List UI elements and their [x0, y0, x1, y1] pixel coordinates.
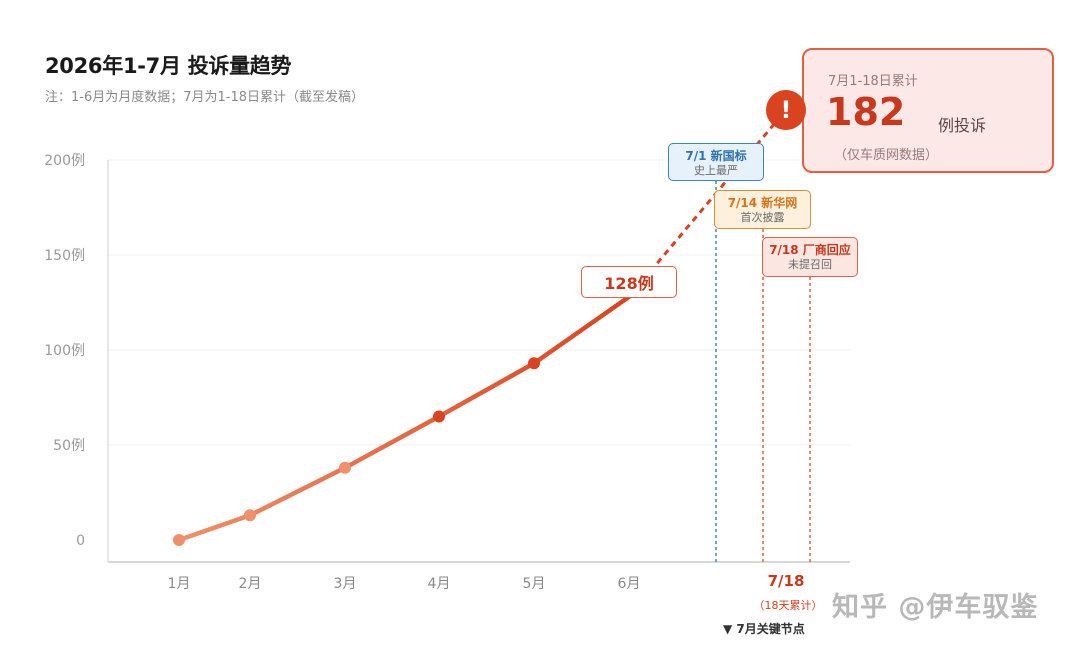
callout-source: （仅车质网数据）: [834, 148, 939, 163]
y-tick-labels: 0 50例 100例 150例 200例: [44, 153, 85, 549]
june-value-label: 128例: [581, 266, 677, 298]
annotation-desc: 史上最严: [694, 164, 738, 177]
x-tick-label: 1月: [168, 576, 191, 592]
series-line: [176, 109, 788, 543]
annotation-xinhua: 7/14 新华网 首次披露: [714, 190, 811, 229]
x-tick-label: 2月: [239, 576, 262, 592]
annotation-date-label: 7/1 新国标: [685, 149, 747, 163]
data-point: [173, 534, 185, 546]
complaints-series-line: [176, 294, 632, 543]
july-projection-line: [627, 109, 788, 298]
data-point: [244, 509, 256, 522]
y-tick-label: 0: [76, 533, 85, 549]
annotation-desc: 首次披露: [740, 211, 785, 224]
x-tick-labels: 1月 2月 3月 4月 5月 6月: [168, 576, 641, 592]
key-nodes-caption: ▼ 7月关键节点: [723, 622, 805, 636]
data-point: [528, 357, 540, 370]
x-tick-label: 4月: [428, 576, 451, 592]
x-tick-label: 3月: [334, 576, 357, 592]
y-tick-label: 150例: [44, 248, 85, 264]
callout-label: 7月1-18日累计: [828, 74, 918, 89]
y-tick-label: 200例: [44, 153, 85, 169]
callout-unit: 例投诉: [938, 116, 987, 135]
annotation-maker-response: 7/18 厂商回应 未提召回: [762, 237, 858, 277]
annotation-date-label: 7/14 新华网: [727, 196, 798, 210]
y-tick-label: 50例: [53, 438, 85, 454]
chart-title: 2026年1-7月 投诉量趋势: [45, 54, 292, 78]
annotation-new-standard: 7/1 新国标 史上最严: [668, 143, 764, 181]
data-point: [339, 461, 351, 474]
axes: [107, 160, 850, 563]
exclamation-icon: !: [766, 90, 806, 130]
annotation-date-label: 7/18 厂商回应: [769, 243, 851, 257]
july-x-label: 7/18: [767, 572, 805, 590]
data-point: [433, 410, 445, 423]
watermark: 知乎 @伊车驭鉴: [832, 592, 1039, 623]
annotation-lines: [715, 181, 811, 562]
july-x-note: （18天累计）: [753, 599, 823, 612]
annotation-desc: 未提召回: [788, 258, 832, 271]
x-tick-label: 6月: [618, 576, 641, 592]
data-points: [173, 357, 540, 546]
chart-subtitle: 注：1-6月为月度数据；7月为1-18日累计（截至发稿）: [45, 90, 365, 105]
july-total-callout: 7月1-18日累计 182 例投诉 （仅车质网数据）: [802, 48, 1054, 173]
y-tick-label: 100例: [44, 343, 85, 359]
callout-value: 182: [826, 90, 906, 134]
x-tick-label: 5月: [523, 576, 546, 592]
